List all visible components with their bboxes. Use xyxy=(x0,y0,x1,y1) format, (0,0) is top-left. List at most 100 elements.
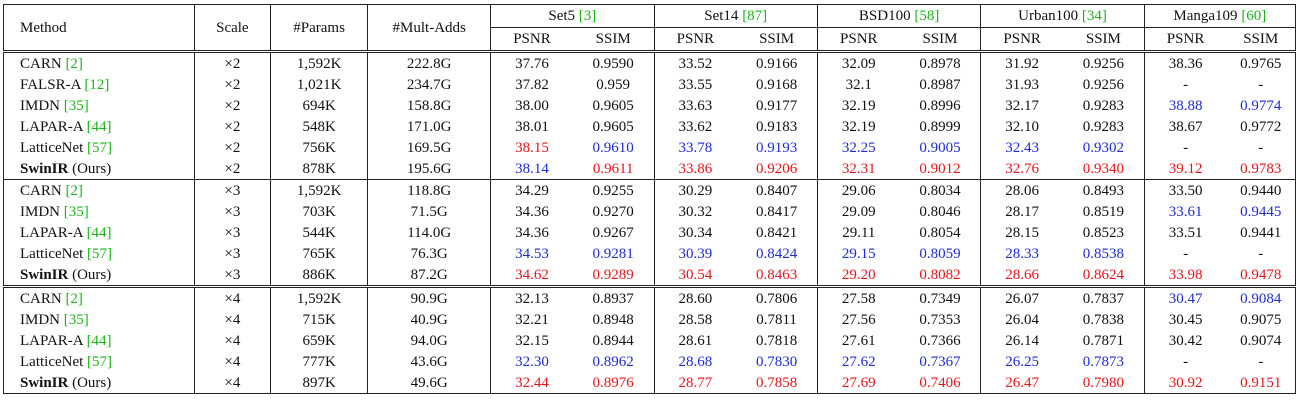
ssim-value: 0.8463 xyxy=(736,264,818,288)
dataset-name: Set5 xyxy=(548,8,576,24)
ssim-value: 0.9283 xyxy=(1063,95,1145,116)
params-cell: 1,592K xyxy=(270,286,369,309)
method-cell: LAPAR-A [44] xyxy=(3,116,195,137)
psnr-value: 38.88 xyxy=(1168,97,1203,114)
method-cell: SwinIR (Ours) xyxy=(3,158,195,180)
ssim-value: 0.9281 xyxy=(572,243,655,264)
mult-adds-cell: 90.9G xyxy=(367,286,492,309)
method-name: CARN xyxy=(20,55,62,72)
psnr-value: 32.15 xyxy=(515,332,549,349)
ssim-value: 0.9765 xyxy=(1226,51,1297,74)
method-citation: [2] xyxy=(65,182,83,199)
psnr-value: 34.62 xyxy=(490,264,573,288)
mult-adds-cell: 222.8G xyxy=(367,51,492,74)
ssim-value: 0.8976 xyxy=(572,372,655,394)
header-ssim: SSIM xyxy=(899,27,982,53)
dataset-citation: [34] xyxy=(1081,8,1107,24)
psnr-value: 39.12 xyxy=(1144,158,1227,180)
ssim-value: 0.7806 xyxy=(736,286,818,309)
ssim-value: 0.9206 xyxy=(736,158,818,180)
method-citation: [35] xyxy=(63,203,89,220)
ssim-value: 0.7818 xyxy=(736,330,818,351)
table-body: CARN [2] ×2 1,592K 222.8G 37.76 0.9590 33.52 0.… xyxy=(3,51,1297,394)
ssim-value: 0.9256 xyxy=(1063,74,1145,95)
method-name: LatticeNet xyxy=(20,245,84,262)
scale-cell: ×4 xyxy=(194,309,271,330)
method-suffix: (Ours) xyxy=(68,160,112,177)
psnr-value: 29.09 xyxy=(841,203,876,220)
table-row: LatticeNet [57] ×3 765K 76.3G 34.53 0.9281 30.… xyxy=(3,243,1297,264)
ssim-value: 0.9151 xyxy=(1226,372,1297,394)
ssim-value: 0.9075 xyxy=(1226,309,1297,330)
table-row: LAPAR-A [44] ×2 548K 171.0G 38.01 0.9605 33.62… xyxy=(3,116,1297,137)
ssim-value: 0.7811 xyxy=(736,309,818,330)
ssim-value: 0.9440 xyxy=(1226,179,1297,201)
ssim-value: 0.9256 xyxy=(1063,51,1145,74)
method-citation: [35] xyxy=(63,97,89,114)
ssim-value: 0.9012 xyxy=(899,158,982,180)
params-cell: 777K xyxy=(270,351,369,372)
params-cell: 756K xyxy=(270,137,369,158)
ssim-value: 0.9340 xyxy=(1063,158,1145,180)
scale-cell: ×3 xyxy=(194,179,271,201)
psnr-value: 28.60 xyxy=(678,290,713,307)
scale-cell: ×3 xyxy=(194,264,271,288)
ssim-value: 0.9441 xyxy=(1226,222,1297,243)
header-method: Method xyxy=(3,4,195,53)
ssim-value: 0.7980 xyxy=(1063,372,1145,394)
ssim-value: 0.8999 xyxy=(899,116,982,137)
ssim-value: 0.7830 xyxy=(736,351,818,372)
mult-adds-cell: 114.0G xyxy=(367,222,492,243)
psnr-value: 30.92 xyxy=(1144,372,1227,394)
method-cell: IMDN [35] xyxy=(3,95,195,116)
ssim-value: 0.9605 xyxy=(572,95,655,116)
ssim-value: 0.8987 xyxy=(899,74,982,95)
psnr-value: 33.52 xyxy=(678,55,713,72)
psnr-value: 29.15 xyxy=(841,245,876,262)
method-cell: IMDN [35] xyxy=(3,309,195,330)
mult-adds-cell: 76.3G xyxy=(367,243,492,264)
ssim-value: 0.8523 xyxy=(1063,222,1145,243)
method-cell: IMDN [35] xyxy=(3,201,195,222)
ssim-value: 0.7406 xyxy=(899,372,982,394)
params-cell: 897K xyxy=(270,372,369,394)
method-citation: [57] xyxy=(87,245,113,262)
psnr-value: 26.04 xyxy=(1005,311,1040,328)
header-psnr: PSNR xyxy=(817,27,900,53)
table-row: LAPAR-A [44] ×4 659K 94.0G 32.15 0.8944 28.61 0… xyxy=(3,330,1297,351)
ssim-value: 0.9478 xyxy=(1226,264,1297,288)
ssim-value: 0.8962 xyxy=(572,351,655,372)
results-table: Method Scale #Params #Mult-Adds Set5 [3]… xyxy=(3,4,1297,394)
psnr-value: - xyxy=(1183,353,1189,370)
psnr-value: 28.58 xyxy=(678,311,713,328)
ssim-value: 0.9183 xyxy=(736,116,818,137)
psnr-value: 30.47 xyxy=(1168,290,1203,307)
dataset-citation: [87] xyxy=(742,8,768,24)
method-cell: LAPAR-A [44] xyxy=(3,330,195,351)
ssim-value: 0.7873 xyxy=(1063,351,1145,372)
ssim-value: 0.8054 xyxy=(899,222,982,243)
psnr-value: 34.53 xyxy=(515,245,549,262)
ssim-value: 0.8937 xyxy=(572,286,655,309)
psnr-value: 28.17 xyxy=(1005,203,1040,220)
psnr-value: 33.78 xyxy=(678,139,713,156)
method-cell: CARN [2] xyxy=(3,51,195,74)
dataset-citation: [3] xyxy=(578,8,597,24)
psnr-value: 32.25 xyxy=(841,139,876,156)
method-citation: [44] xyxy=(86,118,112,135)
psnr-value: 32.44 xyxy=(490,372,573,394)
header-dataset-bsd100: BSD100 [58] xyxy=(817,4,982,28)
ssim-value: 0.8421 xyxy=(736,222,818,243)
ssim-value: 0.9168 xyxy=(736,74,818,95)
params-cell: 765K xyxy=(270,243,369,264)
mult-adds-cell: 71.5G xyxy=(367,201,492,222)
method-name: SwinIR xyxy=(20,160,69,177)
ssim-value: 0.9783 xyxy=(1226,158,1297,180)
method-cell: LAPAR-A [44] xyxy=(3,222,195,243)
psnr-value: 31.93 xyxy=(1005,76,1040,93)
ssim-value: 0.8424 xyxy=(736,243,818,264)
method-citation: [57] xyxy=(87,353,113,370)
ssim-value: 0.9445 xyxy=(1226,201,1297,222)
psnr-value: 26.14 xyxy=(1005,332,1040,349)
psnr-value: 38.36 xyxy=(1168,55,1203,72)
